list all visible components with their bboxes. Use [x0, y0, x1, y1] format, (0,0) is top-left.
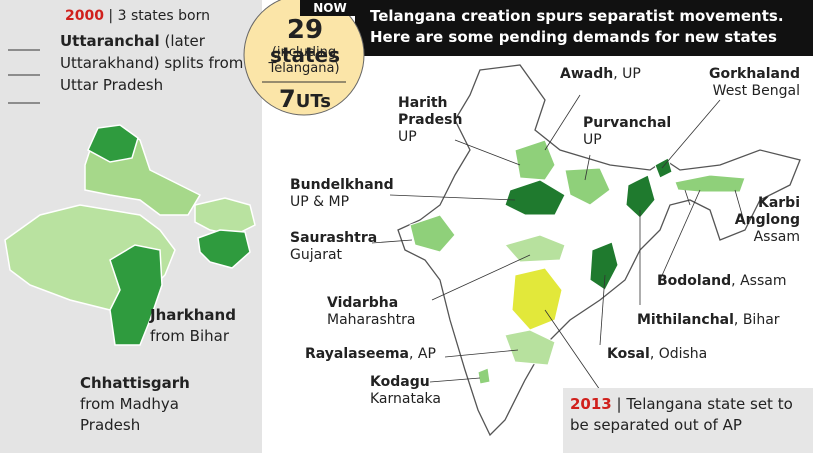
footer-text: | Telangana state set to be separated ou… — [570, 395, 793, 434]
demand-region: , Odisha — [649, 346, 708, 362]
badge-number: 29 — [286, 15, 324, 45]
demand-name: Bodoland — [657, 273, 732, 289]
demand-label: Purvanchal UP — [583, 115, 671, 149]
header-line: Telangana creation spurs separatist move… — [370, 7, 784, 25]
demand-name: Gorkhaland — [709, 66, 800, 82]
heading: | 3 states born — [108, 8, 210, 24]
left-heading: 2000 | 3 states born — [65, 8, 210, 25]
demand-label: Bundelkhand UP & MP — [290, 177, 394, 211]
demand-label: Harith Pradesh UP — [398, 95, 468, 146]
demand-name: Saurashtra — [290, 230, 378, 246]
demand-region: , UP — [613, 66, 641, 82]
demand-name: Karbi Anglong — [734, 195, 800, 228]
demand-region: UP & MP — [290, 194, 350, 210]
badge-word: UTs — [295, 91, 331, 112]
badge-uts: 7UTs — [250, 87, 360, 114]
demand-region: Karnataka — [370, 391, 441, 407]
demand-name: Purvanchal — [583, 115, 672, 131]
demand-region: , Bihar — [733, 312, 780, 328]
badge-note: (including Telangana) — [268, 45, 340, 76]
year: 2000 — [65, 8, 104, 24]
demand-name: Awadh — [560, 66, 614, 82]
badge-states: 29 states — [250, 15, 360, 67]
header: Telangana creation spurs separatist move… — [370, 6, 784, 48]
header-bg — [355, 0, 813, 56]
item: Jharkhand from Bihar — [150, 305, 260, 347]
demand-label: Bodoland, Assam — [657, 273, 786, 290]
demand-label: Rayalaseema, AP — [305, 346, 436, 363]
demand-name: Rayalaseema — [305, 346, 409, 362]
demand-region: UP — [398, 129, 417, 145]
demand-name: Harith Pradesh — [398, 95, 463, 128]
demand-label: Saurashtra Gujarat — [290, 230, 377, 264]
demand-name: Kodagu — [370, 374, 430, 390]
demand-region: UP — [583, 132, 602, 148]
demand-label: Mithilanchal, Bihar — [637, 312, 780, 329]
item-detail: from Bihar — [150, 327, 229, 345]
header-line: Here are some pending demands for new st… — [370, 28, 777, 46]
item: Uttaranchal (later Uttarakhand) splits f… — [60, 30, 255, 96]
demand-name: Kosal — [607, 346, 650, 362]
footer-bg — [563, 388, 813, 453]
demand-name: Vidarbha — [327, 295, 399, 311]
item-name: Uttaranchal — [60, 32, 160, 50]
item-name: Jharkhand — [150, 306, 236, 324]
badge-tag: NOW — [313, 1, 347, 15]
badge-word: states — [270, 43, 340, 67]
demand-label: Kosal, Odisha — [607, 346, 707, 363]
demand-region: , AP — [408, 346, 436, 362]
demand-region: Maharashtra — [327, 312, 416, 328]
item: Chhattisgarh from Madhya Pradesh — [80, 373, 210, 436]
item-name: Chhattisgarh — [80, 374, 190, 392]
demand-label: Awadh, UP — [560, 66, 641, 83]
demand-region: West Bengal — [712, 83, 800, 99]
demand-region: , Assam — [731, 273, 787, 289]
demand-label: Kodagu Karnataka — [370, 374, 441, 408]
badge-number: 7 — [279, 85, 296, 113]
demand-name: Bundelkhand — [290, 177, 394, 193]
demand-name: Mithilanchal — [637, 312, 734, 328]
demand-label: Karbi Anglong Assam — [700, 195, 800, 246]
demand-region: Gujarat — [290, 247, 343, 263]
demand-label: Vidarbha Maharashtra — [327, 295, 415, 329]
item-detail: (later Uttarakhand) splits from Uttar Pr… — [60, 32, 244, 94]
item-detail: from Madhya Pradesh — [80, 395, 179, 434]
demand-region: Assam — [753, 229, 800, 245]
badge-circle — [243, 0, 365, 116]
demand-label: Gorkhaland West Bengal — [680, 66, 800, 100]
year: 2013 — [570, 395, 612, 413]
footer: 2013 | Telangana state set to be separat… — [570, 394, 805, 436]
